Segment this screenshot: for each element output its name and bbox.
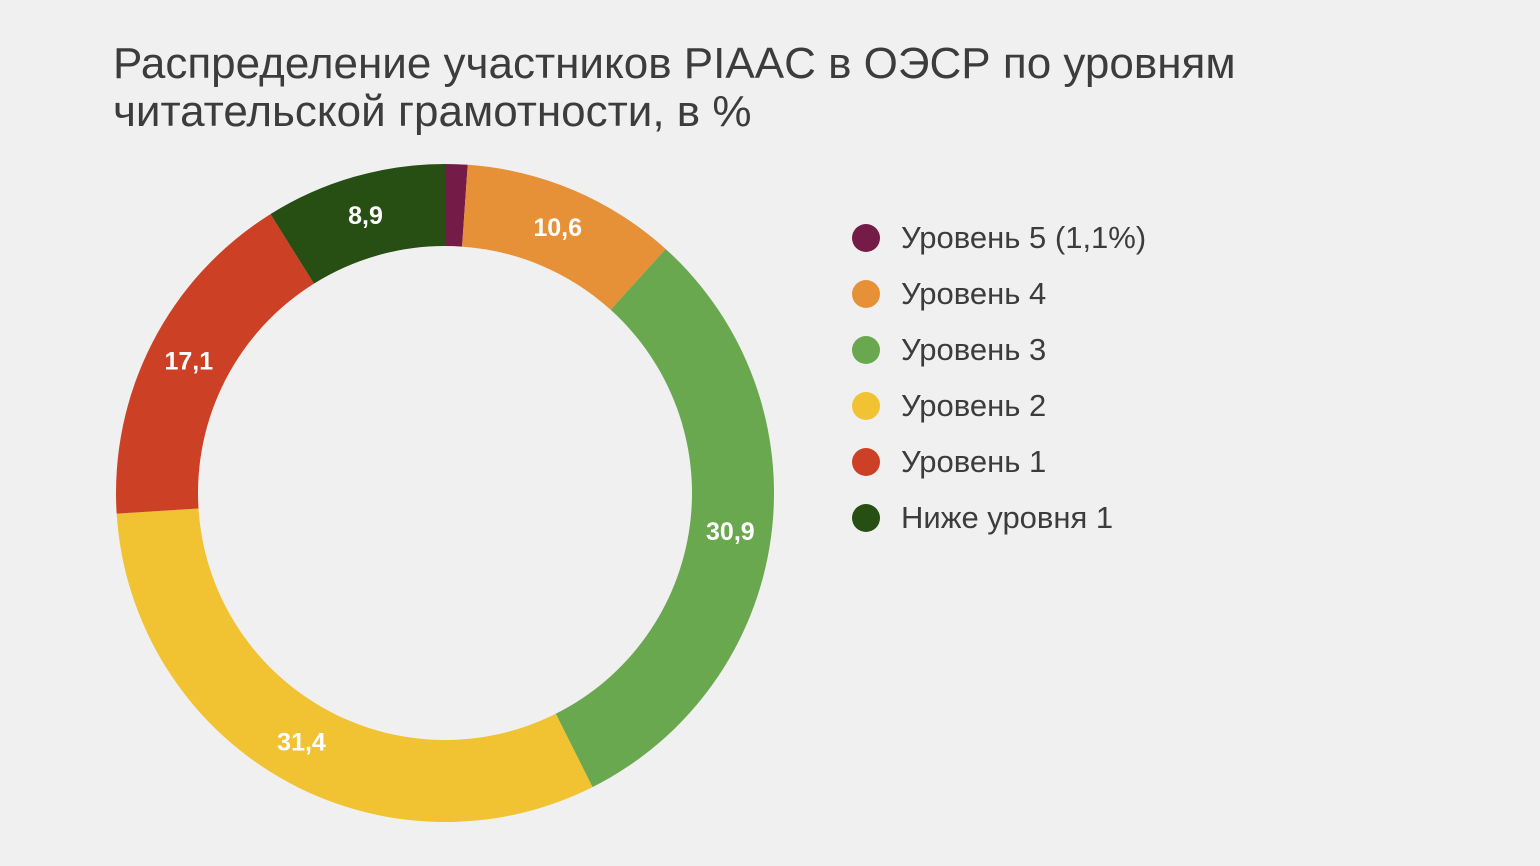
legend-swatch-3	[852, 392, 880, 420]
chart-legend: Уровень 5 (1,1%) Уровень 4 Уровень 3 Уровен…	[852, 210, 1146, 546]
legend-swatch-0	[852, 224, 880, 252]
donut-chart: 10,6 30,9 31,4 17,1 8,9	[116, 164, 774, 823]
slice-0	[445, 164, 468, 247]
slice-1	[462, 164, 666, 310]
slice-2	[555, 248, 774, 788]
legend-swatch-4	[852, 448, 880, 476]
legend-label-0: Уровень 5 (1,1%)	[901, 220, 1147, 255]
legend-swatch-5	[852, 504, 880, 532]
legend-item-4: Уровень 1	[852, 434, 1146, 490]
legend-item-0: Уровень 5 (1,1%)	[852, 210, 1146, 266]
legend-swatch-2	[852, 336, 880, 364]
legend-item-3: Уровень 2	[852, 378, 1146, 434]
legend-label-1: Уровень 4	[901, 276, 1047, 311]
slice-label-3: 31,4	[277, 729, 326, 757]
slice-label-5: 8,9	[348, 202, 383, 230]
chart-title: Распределение участников PIAAC в ОЭСР по…	[113, 39, 1236, 136]
slice-5	[270, 164, 445, 284]
slice-label-2: 30,9	[706, 518, 755, 546]
slice-3	[116, 508, 593, 823]
slice-label-1: 10,6	[533, 214, 582, 242]
legend-item-2: Уровень 3	[852, 322, 1146, 378]
legend-label-3: Уровень 2	[901, 388, 1047, 423]
legend-label-4: Уровень 1	[901, 444, 1047, 479]
legend-label-5: Ниже уровня 1	[901, 500, 1114, 535]
legend-swatch-1	[852, 280, 880, 308]
slice-4	[116, 214, 314, 514]
slice-label-4: 17,1	[164, 347, 213, 375]
legend-item-5: Ниже уровня 1	[852, 490, 1146, 546]
legend-label-2: Уровень 3	[901, 332, 1047, 367]
legend-item-1: Уровень 4	[852, 266, 1146, 322]
